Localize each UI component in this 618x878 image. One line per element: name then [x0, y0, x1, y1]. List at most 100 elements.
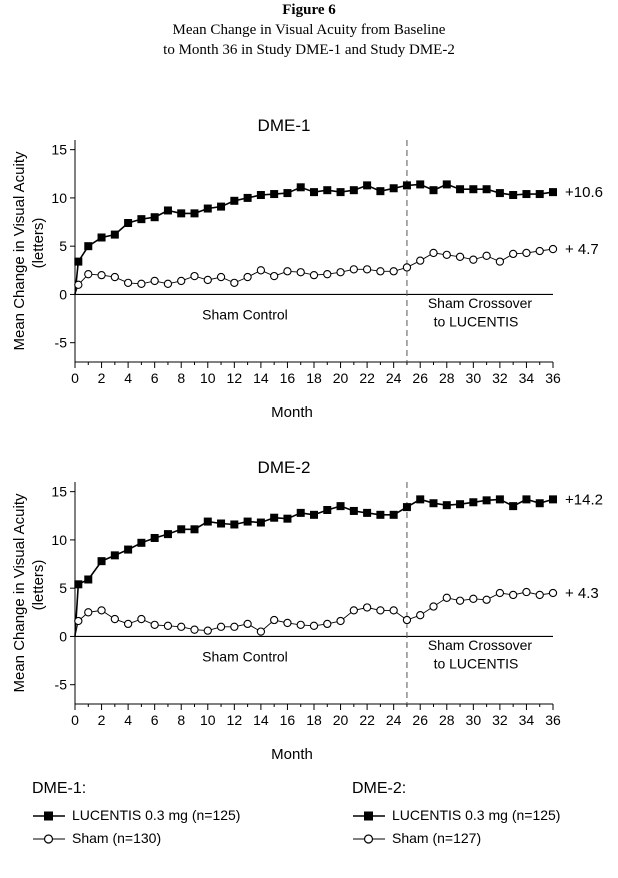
- data-point-circle: [535, 590, 544, 600]
- x-tick-label: 18: [306, 370, 322, 386]
- data-point-square: [84, 242, 93, 251]
- figure-subtitle-line2: to Month 36 in Study DME-1 and Study DME…: [163, 42, 455, 58]
- figure-label: Figure 6: [282, 2, 336, 18]
- data-point-circle: [336, 268, 345, 277]
- y-tick-label: -5: [55, 335, 68, 351]
- x-tick-label: 36: [545, 370, 561, 386]
- x-tick-label: 34: [519, 712, 535, 728]
- data-point-circle: [283, 267, 292, 276]
- x-tick-label: 12: [227, 370, 243, 386]
- y-axis-label-line1: Mean Change in Visual Acuity: [11, 493, 28, 693]
- data-point-circle: [442, 593, 451, 602]
- data-point-square: [310, 510, 318, 519]
- data-point-circle: [402, 263, 412, 272]
- x-tick-label: 18: [306, 712, 322, 728]
- data-point-square: [74, 257, 83, 266]
- data-point-square: [110, 230, 119, 239]
- data-point-square: [124, 219, 133, 228]
- region-label-crossover-line1: Sham Crossover: [428, 637, 533, 653]
- x-tick-label: 32: [492, 370, 508, 386]
- data-point-square: [495, 495, 504, 504]
- data-point-circle: [362, 603, 372, 612]
- legend-dme2: DME-2: LUCENTIS 0.3 mg (n=125) Sham (n=1…: [352, 780, 614, 870]
- data-point-square: [283, 514, 292, 523]
- x-tick-label: 4: [124, 712, 132, 728]
- data-point-square: [469, 185, 478, 194]
- series-sham: + 4.7: [74, 241, 599, 295]
- data-point-square: [535, 499, 544, 508]
- legend-label: Sham (n=130): [72, 830, 162, 846]
- data-point-circle: [97, 270, 106, 280]
- data-point-circle: [190, 625, 199, 634]
- data-point-circle: [123, 619, 133, 629]
- x-tick-label: 20: [333, 370, 349, 386]
- x-tick-label: 24: [386, 370, 402, 386]
- data-point-circle: [203, 275, 212, 285]
- data-point-square: [482, 185, 491, 194]
- x-tick-label: 32: [492, 712, 508, 728]
- legend-label: LUCENTIS 0.3 mg (n=125): [72, 807, 241, 823]
- region-label-crossover-line2: to LUCENTIS: [434, 313, 519, 329]
- data-point-square: [522, 190, 531, 199]
- legend-label: LUCENTIS 0.3 mg (n=125): [392, 807, 561, 823]
- legend-item-dme2-sham: Sham (n=127): [352, 830, 481, 846]
- series-sham: + 4.3: [74, 585, 599, 637]
- x-tick-label: 20: [333, 712, 349, 728]
- data-point-square: [230, 196, 239, 205]
- data-point-circle: [243, 272, 252, 282]
- data-point-square: [97, 233, 106, 242]
- y-axis-label-line1: Mean Change in Visual Acuity: [11, 151, 28, 351]
- data-point-square: [177, 525, 186, 534]
- data-point-square: [442, 180, 451, 189]
- data-point-circle: [389, 606, 398, 615]
- data-point-square: [217, 519, 226, 528]
- data-point-square: [522, 495, 531, 504]
- data-point-circle: [495, 257, 505, 266]
- data-point-square: [456, 185, 465, 194]
- data-point-circle: [323, 270, 332, 279]
- data-point-square: [310, 188, 318, 197]
- data-point-circle: [548, 244, 558, 254]
- data-point-circle: [256, 266, 266, 275]
- data-point-circle: [270, 615, 279, 625]
- data-point-circle: [349, 265, 358, 274]
- data-point-square: [535, 190, 544, 199]
- data-point-circle: [84, 270, 93, 279]
- series-lucentis: +14.2: [74, 491, 603, 637]
- data-point-circle: [323, 619, 332, 629]
- data-point-square: [283, 189, 292, 198]
- x-tick-label: 22: [359, 370, 375, 386]
- legend-label: Sham (n=127): [392, 830, 482, 846]
- data-point-square: [137, 215, 146, 224]
- data-point-square: [549, 188, 557, 197]
- data-point-circle: [230, 278, 239, 288]
- data-point-square: [509, 191, 518, 200]
- x-tick-label: 30: [466, 712, 482, 728]
- data-point-square: [137, 538, 146, 547]
- data-point-circle: [177, 276, 186, 286]
- data-point-circle: [482, 595, 491, 604]
- y-axis-label-line2: (letters): [30, 560, 47, 611]
- data-point-circle: [522, 248, 531, 258]
- data-point-square: [349, 506, 358, 515]
- chart-title: DME-2: [258, 458, 311, 477]
- x-tick-label: 8: [177, 370, 185, 386]
- x-tick-label: 26: [412, 712, 428, 728]
- x-tick-label: 10: [200, 712, 216, 728]
- data-point-circle: [270, 271, 279, 281]
- data-point-square: [336, 502, 345, 511]
- x-tick-label: 2: [98, 712, 106, 728]
- end-value-label: + 4.7: [565, 241, 599, 258]
- legend-item-dme1-lucentis: LUCENTIS 0.3 mg (n=125): [32, 807, 240, 823]
- data-point-square: [389, 510, 398, 519]
- data-point-circle: [137, 614, 146, 624]
- data-point-square: [256, 191, 265, 200]
- data-point-square: [416, 180, 425, 189]
- data-point-square: [509, 502, 518, 511]
- data-point-circle: [469, 594, 478, 603]
- data-point-square: [363, 508, 372, 517]
- data-point-circle: [163, 621, 173, 630]
- series-line: [74, 498, 554, 637]
- data-point-square: [402, 503, 411, 512]
